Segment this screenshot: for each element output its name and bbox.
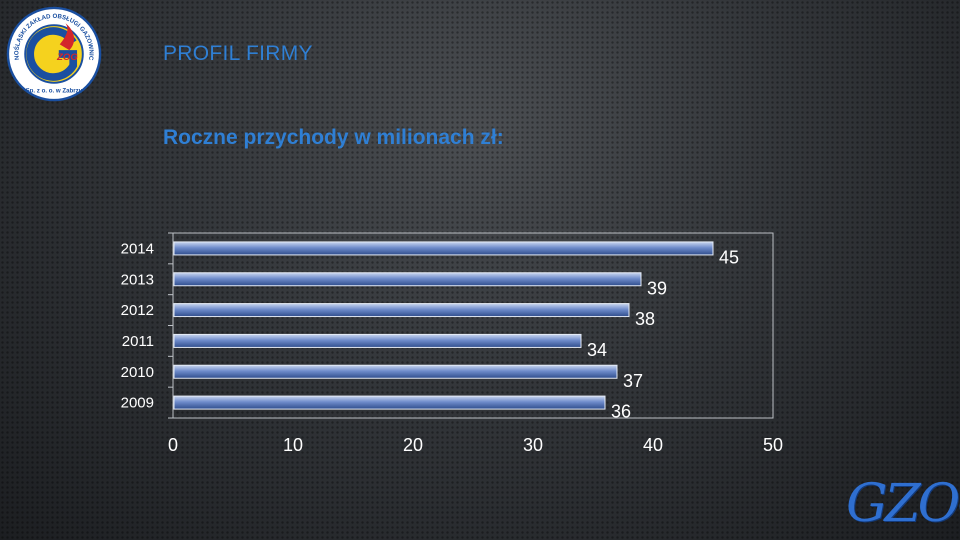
data-label: 45	[719, 247, 739, 267]
bars-layer	[173, 241, 714, 410]
y-tick-label: 2010	[121, 364, 154, 381]
flame-icon	[59, 23, 75, 51]
y-tick-label: 2012	[121, 302, 154, 319]
company-logo: ZOG GÓRNOŚLĄSKI ZAKŁAD OBSŁUGI GAZOWNICT…	[6, 6, 102, 102]
plot-frame	[172, 232, 774, 419]
data-label: 36	[611, 402, 631, 422]
x-tick-label: 20	[403, 435, 423, 455]
logo-mark-text: ZOG	[56, 52, 78, 63]
data-label: 34	[587, 340, 607, 360]
y-tick-label: 2013	[121, 271, 154, 288]
bar-2013	[173, 272, 642, 287]
labels-layer: 2014 45 2013 39 2012 38 2011 34 2010 37 2009 36 0 10 2…	[121, 240, 783, 455]
y-tick-label: 2014	[121, 240, 154, 257]
data-label: 38	[635, 309, 655, 329]
bar-2014	[173, 241, 714, 256]
x-tick-label: 10	[283, 435, 303, 455]
bar-2012	[173, 303, 630, 318]
y-tick-label: 2011	[122, 333, 154, 350]
x-tick-label: 50	[763, 435, 783, 455]
page-title: PROFIL FIRMY	[163, 42, 313, 65]
x-tick-label: 40	[643, 435, 663, 455]
x-tick-label: 0	[168, 435, 178, 455]
bar-2011	[173, 333, 582, 348]
bar-2009	[173, 395, 606, 410]
plot-area	[168, 232, 774, 419]
brand-wordmark: GZOG	[846, 474, 960, 534]
x-tick-label: 30	[523, 435, 543, 455]
data-label: 39	[647, 278, 667, 298]
chart-subtitle: Roczne przychody w milionach zł:	[163, 126, 504, 149]
data-label: 37	[623, 371, 643, 391]
logo-g-letter	[26, 27, 78, 81]
logo-bottom-text: Sp. z o. o. w Zabrzu	[26, 87, 83, 94]
y-tick-label: 2009	[121, 395, 154, 412]
bar-2010	[173, 364, 618, 379]
